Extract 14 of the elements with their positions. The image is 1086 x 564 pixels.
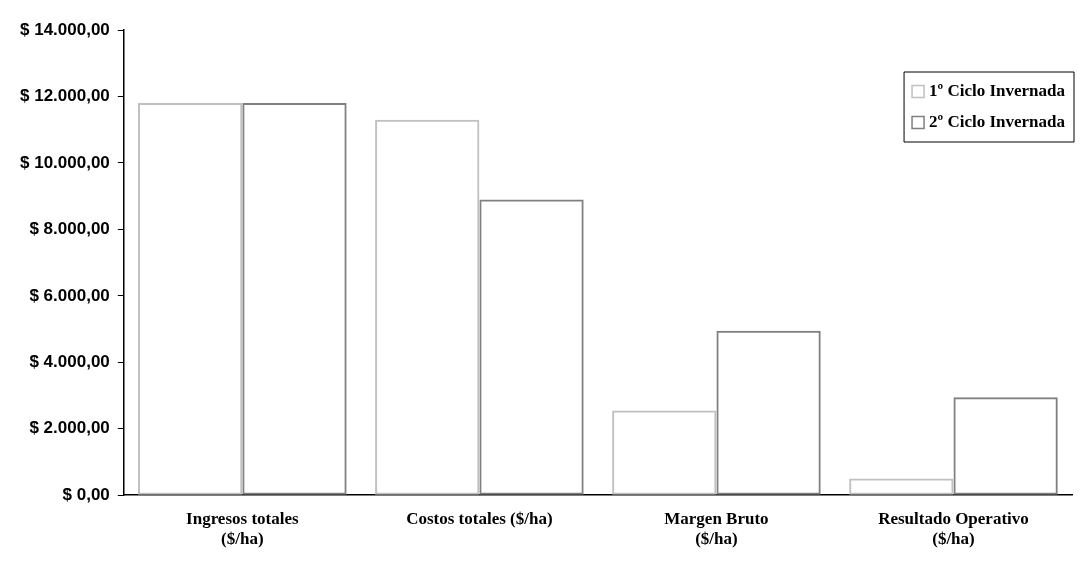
- y-tick-label: $ 0,00: [62, 484, 110, 504]
- x-tick-label: Ingresos totales ($/ha): [186, 508, 299, 549]
- legend-label: 2º Ciclo Invernada: [929, 111, 1066, 131]
- y-tick-label: $ 14.000,00: [19, 19, 110, 39]
- legend-label: 1º Ciclo Invernada: [929, 80, 1066, 100]
- x-tick-label: Resultado Operativo ($/ha): [878, 508, 1029, 549]
- x-tick-label: Costos totales ($/ha): [406, 508, 553, 528]
- y-tick-label: $ 12.000,00: [19, 86, 110, 106]
- y-tick-label: $ 2.000,00: [29, 418, 110, 438]
- y-tick-label: $ 8.000,00: [29, 219, 110, 239]
- y-tick-label: $ 4.000,00: [29, 351, 110, 371]
- y-tick-label: $ 10.000,00: [19, 152, 110, 172]
- y-tick-label: $ 6.000,00: [29, 285, 110, 305]
- x-tick-label: Margen Bruto ($/ha): [664, 508, 769, 549]
